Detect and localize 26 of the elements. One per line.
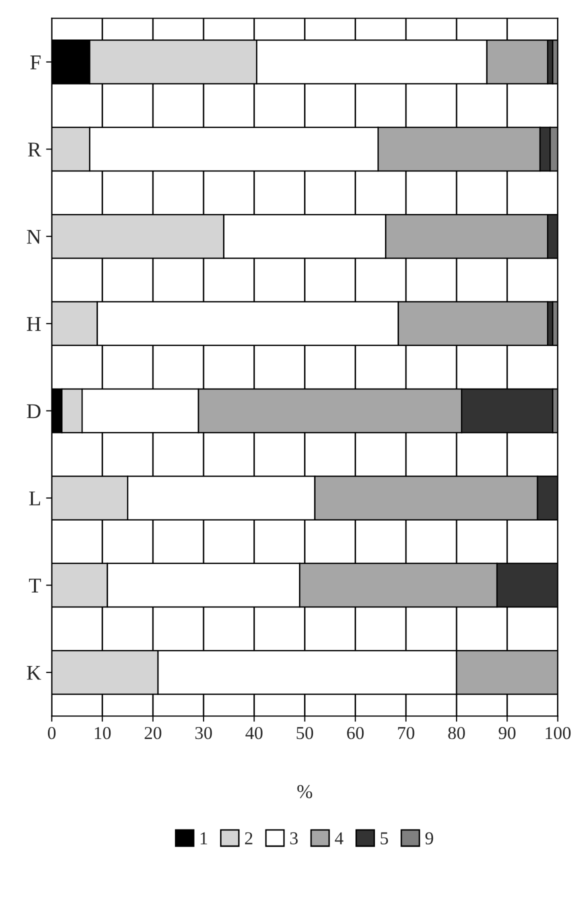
x-tick-label: 20 [144,726,162,740]
y-tick-label: L [29,492,40,506]
legend-label: 4 [334,832,344,844]
y-tick-label: T [28,578,41,592]
legend-label: 9 [425,832,434,844]
x-tick-label: 50 [296,726,314,740]
x-tick-label: 0 [48,726,56,740]
legend-label: 5 [380,832,388,844]
y-tick-label: F [30,56,41,70]
x-tick-label: 80 [448,726,465,740]
y-tick-label: H [26,317,41,331]
legend-label: 2 [245,832,252,844]
legend-label: 3 [290,832,298,844]
x-tick-label: 10 [94,726,111,740]
x-tick-label: 100 [546,726,571,740]
x-tick-label: 40 [245,726,262,740]
y-tick-label: K [26,666,42,680]
x-tick-label: 60 [347,726,364,740]
x-axis-title: % [297,785,312,798]
y-tick-label: D [26,404,40,418]
y-tick-label: R [28,142,42,156]
y-tick-label: N [26,230,41,244]
x-tick-label: 70 [398,726,414,740]
x-tick-label: 30 [195,726,212,740]
x-tick-label: 90 [498,726,516,740]
legend-label: 1 [200,832,208,844]
